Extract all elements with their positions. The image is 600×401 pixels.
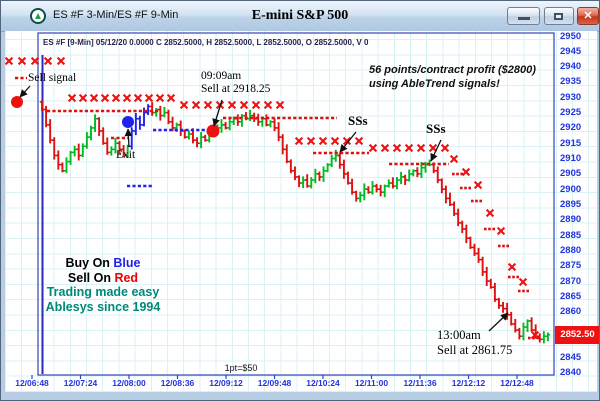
signal-dots: [11, 96, 220, 138]
annotation-exit: Exit: [116, 149, 136, 161]
annotation-profit-note: 56 points/contract profit ($2800) using …: [369, 64, 536, 91]
annotation-line: 09:09am: [201, 70, 242, 82]
close-button[interactable]: ✕: [577, 7, 599, 25]
chart-title: E-mini S&P 500: [251, 8, 349, 23]
x-axis-label: 12/09:48: [257, 378, 292, 388]
y-axis-label: 2940: [560, 61, 582, 73]
current-price-badge: 2852.50: [555, 326, 599, 344]
x-axis-label: 12/08:00: [112, 378, 146, 388]
x-axis-label: 12/09:12: [209, 378, 243, 388]
y-axis-label: 2890: [560, 214, 582, 226]
chart-client-area: [5, 31, 597, 392]
legend-since: Ablesys since 1994: [45, 299, 161, 314]
annotation-arrows: [19, 85, 509, 332]
y-axis-label: 2945: [560, 45, 582, 57]
y-axis-label: 2870: [560, 275, 582, 287]
legend-red-word: Red: [114, 270, 139, 285]
close-icon: ✕: [583, 10, 593, 22]
y-axis-label: 2875: [560, 260, 582, 272]
annotation-line: 13:00am: [437, 328, 481, 342]
y-axis-label: 2905: [560, 168, 582, 180]
y-axis-label: 2880: [560, 244, 582, 256]
red-stop-dots: [15, 76, 539, 340]
x-axis-label: 12/08:36: [160, 378, 195, 388]
maximize-button[interactable]: [544, 7, 574, 25]
app-logo-icon: [30, 8, 46, 24]
sell-x-marks: [4, 56, 540, 340]
legend-block: Buy On Blue Sell On Red Trading made eas…: [29, 256, 177, 314]
annotation-line: Sell at 2918.25: [201, 83, 271, 95]
maximize-icon: [554, 13, 563, 20]
title-bar[interactable]: ES #F 3-Min/ES #F 9-Min E-mini S&P 500 ✕: [1, 1, 599, 32]
legend-buy-line: Buy On Blue: [65, 256, 141, 270]
legend-sell-line: Sell On Red: [67, 270, 139, 285]
y-axis-label: 2925: [560, 107, 582, 119]
minimize-icon: [518, 17, 530, 20]
y-axis-label: 2920: [560, 122, 582, 134]
x-axis-label: 12/06:48: [15, 378, 49, 388]
y-axis-label: 2900: [560, 183, 582, 195]
annotation-ss1: SSs: [348, 113, 368, 128]
point-value-note: 1pt=$50: [224, 363, 258, 373]
minimize-button[interactable]: [507, 7, 540, 25]
x-axis-label: 12/11:00: [354, 378, 389, 388]
x-axis-label: 12/12:48: [500, 378, 534, 388]
y-axis-label: 2910: [560, 153, 582, 165]
y-axis-label: 2930: [560, 91, 582, 103]
legend-tagline: Trading made easy: [46, 285, 160, 299]
x-axis-label: 12/07:24: [63, 378, 98, 388]
x-axis-label: 12/12:12: [451, 378, 486, 388]
signal-dot-exit: [122, 116, 134, 128]
y-axis-label: 2860: [560, 306, 582, 318]
y-axis-label: 2865: [560, 290, 582, 302]
annotation-ss2: SSs: [426, 121, 446, 136]
quote-info-line: ES #F [9-Min] 05/12/20 0.0000 C 2852.500…: [43, 38, 369, 47]
annotation-sell-0909: 09:09am Sell at 2918.25: [201, 70, 270, 96]
y-axis-label: 2840: [560, 367, 582, 379]
x-axis-label: 12/10:24: [306, 378, 340, 388]
blue-stop-dots: [127, 128, 211, 188]
annotation-sell-1300: 13:00am Sell at 2861.75: [437, 328, 512, 358]
y-axis-label: 2845: [560, 352, 582, 364]
annotation-line: using AbleTrend signals!: [369, 77, 500, 90]
signal-dot-sell-entry-0909: [206, 124, 220, 138]
x-axis-ticks: [31, 375, 518, 379]
window-title: ES #F 3-Min/ES #F 9-Min: [53, 9, 179, 21]
y-axis-label: 2895: [560, 198, 582, 210]
y-axis-label: 2915: [560, 137, 582, 149]
x-axis-label: 12/11:36: [403, 378, 437, 388]
legend-blue-word: Blue: [113, 256, 141, 270]
annotation-line: Sell at 2861.75: [437, 343, 513, 357]
y-axis-label: 2950: [560, 30, 582, 42]
y-axis-label: 2935: [560, 76, 582, 88]
signal-dot-sell-signal-entry: [11, 96, 23, 108]
y-axis-label: 2885: [560, 229, 582, 241]
annotation-sell-signal: Sell signal: [28, 72, 77, 84]
annotation-line: 56 points/contract profit ($2800): [369, 64, 536, 76]
